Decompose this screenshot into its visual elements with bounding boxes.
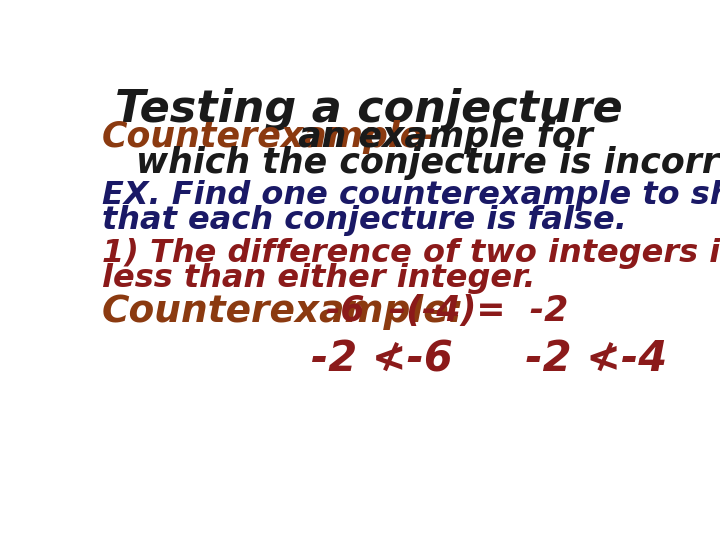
Text: which the conjecture is incorrect.: which the conjecture is incorrect. [137,146,720,180]
Text: that each conjecture is false.: that each conjecture is false. [102,205,626,236]
Text: 1) The difference of two integers is: 1) The difference of two integers is [102,238,720,269]
Text: less than either integer.: less than either integer. [102,264,535,294]
Text: Counterexample:: Counterexample: [102,294,464,330]
Text: -2 ≮-6     -2 ≮-4: -2 ≮-6 -2 ≮-4 [311,338,667,380]
Text: -6  –(-4)=  -2: -6 –(-4)= -2 [326,294,569,328]
Text: Counterexample-: Counterexample- [102,120,438,154]
Text: an example for: an example for [286,120,593,154]
Text: EX. Find one counterexample to show: EX. Find one counterexample to show [102,180,720,211]
Text: Testing a conjecture: Testing a conjecture [115,88,623,131]
